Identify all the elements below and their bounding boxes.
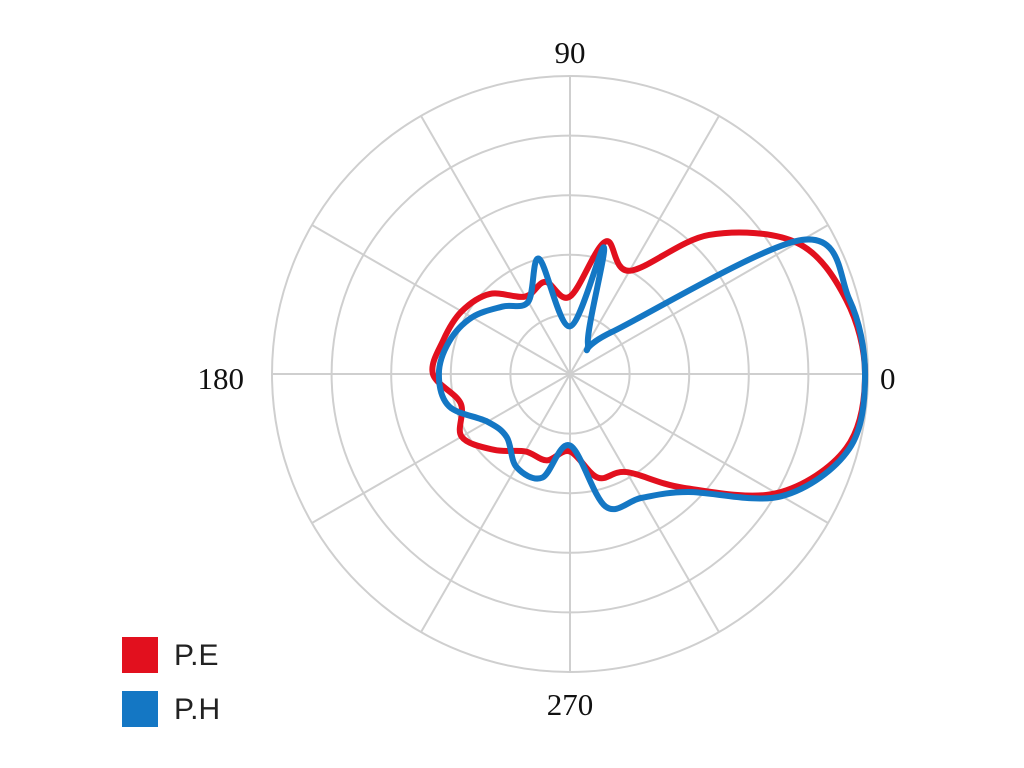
grid-spoke [569, 373, 720, 633]
legend-swatch [122, 637, 158, 673]
legend-label: P.H [174, 693, 220, 726]
grid-spoke [420, 373, 571, 633]
grid-spoke [311, 373, 571, 524]
theta-tick-label: 0 [880, 361, 896, 396]
series-line [435, 236, 869, 513]
grid-spoke [311, 224, 571, 375]
grid-spoke [569, 115, 720, 375]
theta-tick-label: 90 [555, 35, 586, 70]
theta-tick-label: 180 [198, 361, 245, 396]
grid-spoke [569, 373, 829, 524]
theta-tick-label: 270 [547, 687, 594, 722]
grid-spoke [569, 224, 829, 375]
grid-spoke [420, 115, 571, 375]
legend-swatch [122, 691, 158, 727]
series-line [429, 229, 869, 499]
legend-label: P.E [174, 639, 219, 672]
